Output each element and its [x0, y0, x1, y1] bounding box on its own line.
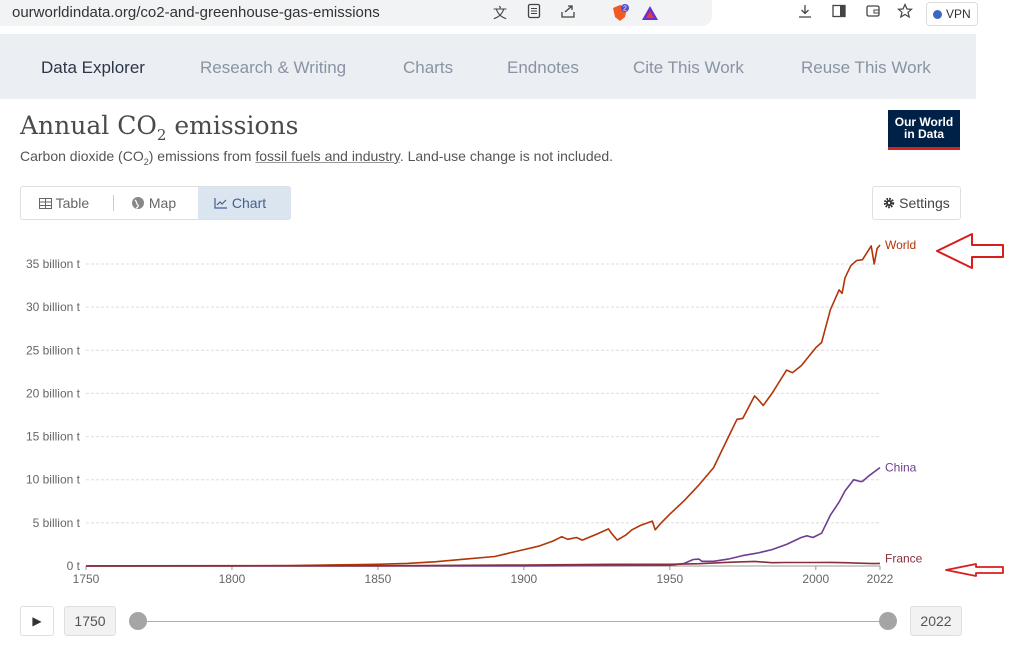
series-line-china [85, 466, 881, 567]
y-tick-label: 10 billion t [26, 473, 81, 487]
y-tick-label: 15 billion t [26, 430, 81, 444]
annotation-arrow-world [936, 233, 1004, 269]
x-tick-label: 1750 [73, 572, 100, 585]
nav-reuse-this-work[interactable]: Reuse This Work [801, 58, 931, 77]
tab-map[interactable]: Map [131, 187, 176, 219]
bookmark-icon[interactable] [895, 3, 915, 23]
nav-cite-this-work[interactable]: Cite This Work [633, 58, 744, 77]
nav-endnotes[interactable]: Endnotes [507, 58, 579, 77]
share-icon[interactable] [558, 3, 578, 23]
tab-divider [113, 195, 114, 211]
vpn-label: VPN [946, 7, 971, 21]
x-tick-label: 2022 [867, 572, 894, 585]
shield-badge: 2 [623, 6, 627, 13]
series-line-france [85, 560, 881, 567]
download-icon[interactable] [795, 3, 815, 23]
chart-subtitle: Carbon dioxide (CO2) emissions from foss… [20, 148, 614, 167]
vpn-button[interactable]: VPN [926, 2, 978, 26]
address-bar[interactable]: 6 ourworldindata.org/co2-and-greenhouse-… [0, 0, 712, 26]
annotation-arrow-france [945, 563, 1004, 577]
x-tick-label: 1950 [656, 572, 683, 585]
timeline-end-year: 2022 [910, 606, 962, 636]
x-tick-label: 2000 [802, 572, 829, 585]
fossil-fuels-link[interactable]: fossil fuels and industry [255, 148, 400, 164]
timeline-end-handle[interactable] [879, 612, 897, 630]
page-nav: Data Explorer Research & Writing Charts … [0, 34, 976, 99]
chart-title: Annual CO2 emissions [20, 111, 299, 144]
wallet-icon[interactable] [863, 3, 883, 23]
browser-toolbar: 6 ourworldindata.org/co2-and-greenhouse-… [0, 0, 1024, 30]
sidebar-icon[interactable] [829, 3, 849, 23]
line-chart-icon [214, 198, 227, 209]
x-tick-label: 1800 [219, 572, 246, 585]
tab-chart[interactable]: Chart [198, 187, 291, 219]
table-icon [39, 198, 52, 209]
brave-shield-icon[interactable]: 2 [610, 3, 630, 23]
series-label-world: World [885, 238, 916, 252]
nav-charts[interactable]: Charts [403, 58, 454, 77]
nav-data-explorer[interactable]: Data Explorer [41, 58, 145, 77]
y-tick-label: 30 billion t [26, 300, 81, 314]
series-line-world [85, 244, 881, 567]
timeline-track[interactable] [138, 621, 888, 622]
url-text[interactable]: ourworldindata.org/co2-and-greenhouse-ga… [12, 4, 380, 21]
y-tick-label: 5 billion t [33, 516, 81, 530]
timeline-start-handle[interactable] [129, 612, 147, 630]
reader-icon[interactable] [524, 3, 544, 23]
y-tick-label: 35 billion t [26, 257, 81, 271]
timeline-start-year: 1750 [64, 606, 116, 636]
co2-line-chart: 0 t 5 billion t 10 billion t 15 billion t 20… [26, 233, 1004, 585]
gear-icon [884, 197, 895, 209]
vpn-status-icon [933, 10, 942, 19]
owid-logo[interactable]: Our World in Data [888, 110, 960, 150]
series-label-france: France [885, 551, 923, 565]
y-tick-label: 0 t [67, 559, 81, 573]
x-tick-label: 1900 [511, 572, 538, 585]
settings-button[interactable]: Settings [872, 186, 961, 220]
x-tick-label: 1850 [365, 572, 392, 585]
brave-rewards-icon[interactable] [640, 3, 660, 23]
view-tabs: Table Map Chart [20, 186, 291, 220]
globe-icon [132, 197, 144, 209]
play-button[interactable]: ▶ [20, 606, 54, 636]
series-label-china: China [885, 461, 917, 475]
translate-icon[interactable]: 文 [493, 5, 507, 21]
y-tick-label: 20 billion t [26, 386, 81, 400]
nav-research-writing[interactable]: Research & Writing [200, 58, 347, 77]
y-tick-label: 25 billion t [26, 343, 81, 357]
tab-table[interactable]: Table [39, 187, 89, 219]
